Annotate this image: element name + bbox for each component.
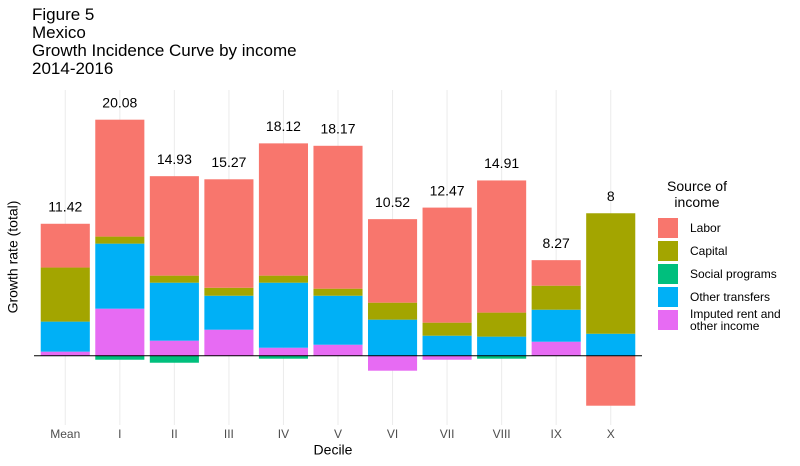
bar-segment xyxy=(313,288,363,296)
legend-key xyxy=(658,310,678,330)
bar-segment xyxy=(586,355,636,406)
legend-label: Labor xyxy=(690,220,721,235)
bar-segment xyxy=(95,243,145,309)
legend-label: Other transfers xyxy=(690,289,771,304)
x-tick-label: II xyxy=(171,427,178,441)
legend: Source of income Labor Capital Social prog… xyxy=(658,178,798,332)
bar-segment xyxy=(204,295,254,330)
x-axis-label: Decile xyxy=(314,442,353,458)
bar-segment xyxy=(258,282,308,348)
x-tick-label: X xyxy=(607,427,615,441)
bar-segment xyxy=(95,236,145,244)
bar-segment xyxy=(531,285,581,310)
bar-segment xyxy=(95,308,145,356)
bar-segment xyxy=(40,321,90,352)
y-axis-label: Growth rate (total) xyxy=(5,201,21,314)
total-label: 20.08 xyxy=(102,94,137,110)
legend-label: Imputed rent and other income xyxy=(690,307,781,333)
x-tick-label: III xyxy=(224,427,234,441)
bar-segment xyxy=(313,145,363,289)
total-label: 12.47 xyxy=(430,182,465,198)
x-tick-label: Mean xyxy=(50,427,80,441)
legend-label: Capital xyxy=(690,243,728,258)
bar-segment xyxy=(586,333,636,356)
bar-segment xyxy=(40,267,90,322)
bar-segment xyxy=(40,223,90,268)
bar-segment xyxy=(368,355,418,371)
title-line: Mexico xyxy=(32,23,86,42)
legend-key xyxy=(658,286,678,307)
legend-item: Imputed rent and other income xyxy=(658,308,798,332)
legend-item: Capital xyxy=(658,239,798,262)
total-label: 14.93 xyxy=(157,151,192,167)
bar-segment xyxy=(586,213,636,334)
bar-segment xyxy=(422,322,472,336)
bar-segment xyxy=(313,295,363,345)
bar-segment xyxy=(531,341,581,356)
bar-segment xyxy=(477,336,527,356)
legend-key xyxy=(658,240,678,261)
bar-segment xyxy=(149,355,199,363)
bar-segment xyxy=(40,351,90,356)
bar-segment xyxy=(368,319,418,356)
bar-segment xyxy=(477,312,527,337)
bar-segment xyxy=(258,347,308,356)
total-label: 18.12 xyxy=(266,118,301,134)
x-tick-label: VIII xyxy=(493,427,511,441)
total-label: 15.27 xyxy=(211,154,246,170)
title-line: Growth Incidence Curve by income xyxy=(32,41,297,60)
legend-label: Social programs xyxy=(690,266,777,281)
bar-segment xyxy=(368,219,418,303)
total-label: 14.91 xyxy=(484,155,519,171)
bar-segment xyxy=(531,309,581,342)
bar-segment xyxy=(422,335,472,356)
bar-segment xyxy=(477,355,527,359)
bar-segment xyxy=(422,207,472,323)
x-tick-label: IV xyxy=(278,427,289,441)
bar-segment xyxy=(95,355,145,360)
legend-item: Social programs xyxy=(658,262,798,285)
legend-item: Labor xyxy=(658,216,798,239)
title: Figure 5 Mexico Growth Incidence Curve by … xyxy=(32,6,297,78)
legend-title: Source of income xyxy=(667,178,727,210)
total-label: 18.17 xyxy=(320,120,355,136)
legend-item: Other transfers xyxy=(658,285,798,308)
title-line: 2014-2016 xyxy=(32,59,114,78)
total-label: 8.27 xyxy=(543,235,570,251)
bar-segment xyxy=(95,119,145,237)
bar-segment xyxy=(204,179,254,288)
bar-segment xyxy=(149,282,199,341)
x-tick-label: I xyxy=(118,427,121,441)
x-tick-label: VI xyxy=(387,427,398,441)
bar-segment xyxy=(477,180,527,313)
bar-segment xyxy=(368,302,418,320)
bar-segment xyxy=(531,260,581,286)
bar-segment xyxy=(258,355,308,359)
bar-segment xyxy=(313,344,363,356)
legend-key xyxy=(658,263,678,284)
x-tick-label: VII xyxy=(440,427,455,441)
legend-key xyxy=(658,217,678,238)
x-tick-label: V xyxy=(334,427,342,441)
bar-segment xyxy=(149,340,199,356)
total-label: 11.42 xyxy=(48,198,82,214)
bar-segment xyxy=(149,275,199,283)
bar-segment xyxy=(149,176,199,276)
total-label: 8 xyxy=(607,188,615,204)
x-tick-label: IX xyxy=(551,427,562,441)
bar-segment xyxy=(204,287,254,296)
bar-segment xyxy=(258,143,308,276)
bar-segment xyxy=(422,355,472,360)
total-label: 10.52 xyxy=(375,194,410,210)
title-line: Figure 5 xyxy=(32,5,95,24)
bar-segment xyxy=(204,329,254,356)
bar-segment xyxy=(258,275,308,283)
